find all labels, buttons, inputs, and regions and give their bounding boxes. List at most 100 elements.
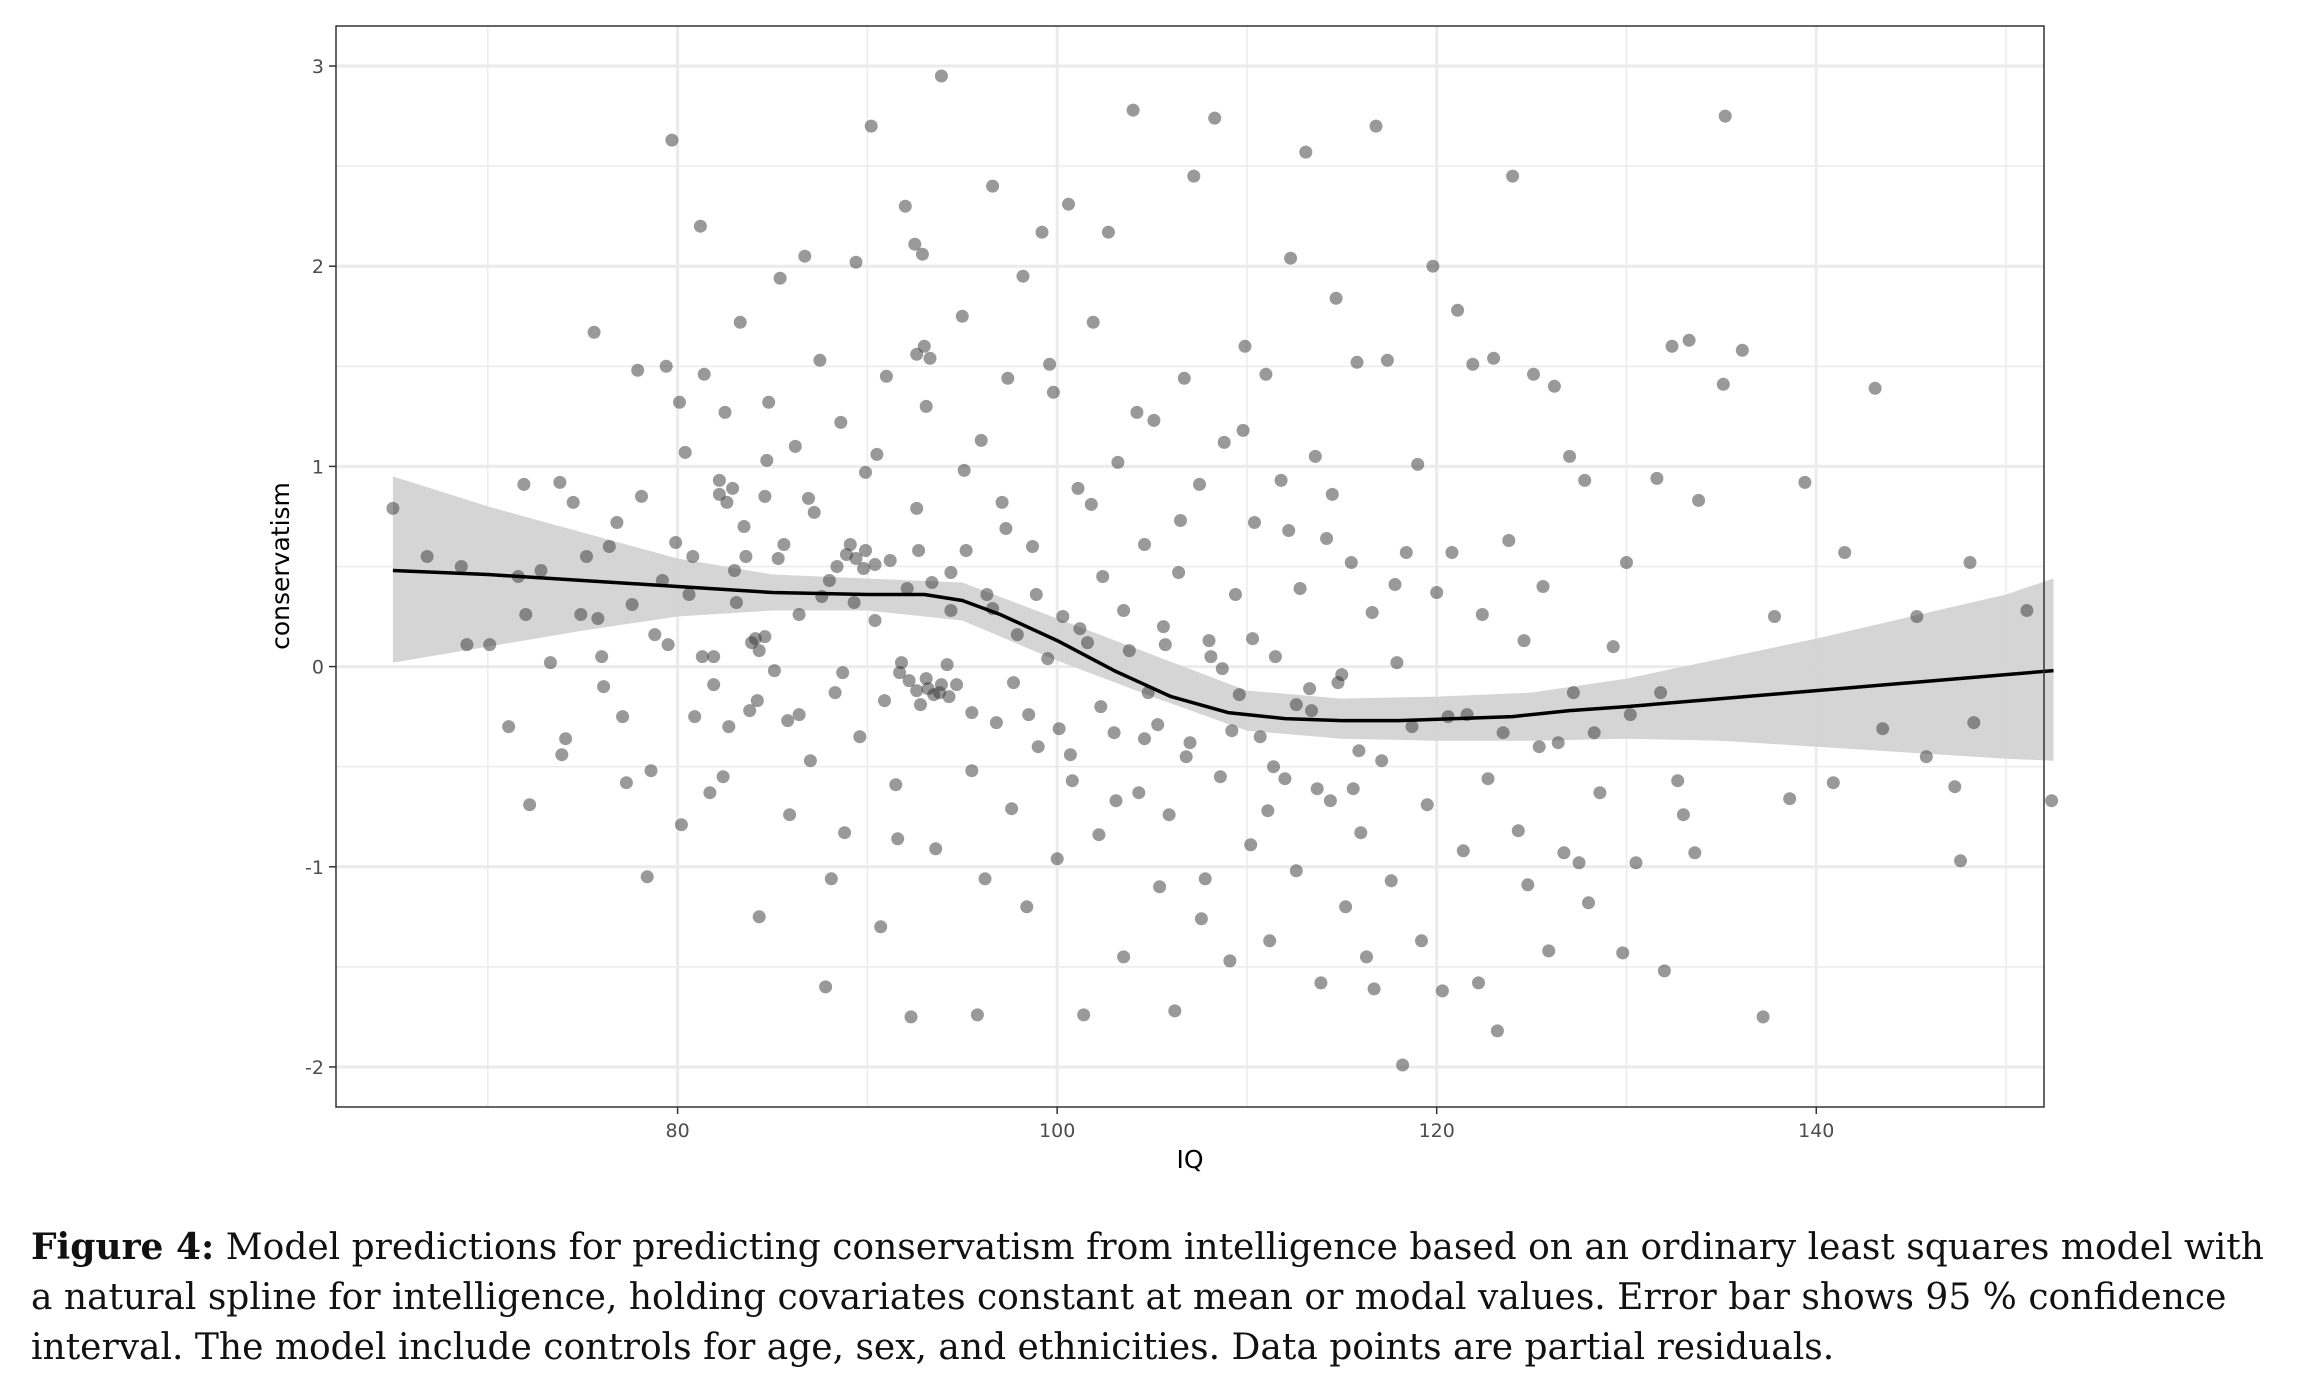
data-point — [1566, 686, 1580, 700]
data-point — [750, 694, 764, 708]
data-point — [1043, 357, 1057, 371]
data-point — [1572, 856, 1586, 870]
data-point — [919, 399, 933, 413]
data-point — [1073, 622, 1087, 636]
data-point — [697, 367, 711, 381]
data-point — [957, 463, 971, 477]
data-point — [602, 540, 616, 553]
data-point — [1405, 720, 1419, 734]
data-point — [912, 544, 926, 557]
data-point — [595, 650, 609, 664]
data-point — [1213, 770, 1227, 784]
data-point — [682, 588, 696, 601]
data-point — [625, 598, 639, 611]
data-point — [864, 119, 878, 133]
data-point — [917, 339, 931, 353]
fit-line-layer — [392, 568, 2054, 723]
data-point — [859, 465, 872, 479]
data-point — [729, 596, 743, 609]
data-point — [834, 415, 848, 429]
data-point — [868, 614, 882, 627]
data-point — [1320, 532, 1334, 545]
data-point — [673, 395, 686, 409]
data-point — [874, 920, 888, 934]
data-point — [752, 644, 766, 658]
data-point — [1274, 473, 1288, 487]
data-point — [1676, 808, 1690, 822]
data-point — [1451, 303, 1465, 317]
data-point — [1046, 385, 1060, 399]
data-point — [1551, 736, 1565, 750]
x-axis-title: IQ — [1176, 1145, 1203, 1174]
x-tick-label: 140 — [1798, 1120, 1834, 1142]
data-point — [1967, 716, 1981, 730]
data-point — [1162, 808, 1176, 822]
data-point — [898, 199, 912, 213]
data-point — [1325, 487, 1339, 501]
data-point — [1156, 620, 1170, 634]
data-point — [879, 369, 893, 383]
data-point — [781, 714, 795, 728]
data-point — [1194, 912, 1208, 926]
data-point — [1056, 610, 1070, 623]
data-point — [773, 271, 787, 285]
scatter-chart: 80 100 120 140 -2 -1 0 1 2 3 IQ conservatism — [266, 25, 2059, 1174]
data-point — [1267, 760, 1280, 774]
data-point — [566, 495, 580, 509]
data-point — [1490, 1024, 1504, 1038]
confidence-band — [392, 476, 2054, 761]
data-point — [989, 716, 1003, 730]
data-point — [1654, 686, 1668, 700]
data-point — [1261, 804, 1275, 818]
data-point — [974, 433, 988, 447]
data-point — [758, 630, 772, 644]
data-point — [1278, 772, 1292, 786]
figure-label: Figure 4: — [31, 1226, 215, 1268]
data-point — [659, 359, 673, 373]
data-point — [1472, 976, 1485, 990]
data-point — [895, 656, 908, 670]
data-point — [929, 842, 943, 856]
data-point — [1031, 740, 1045, 754]
x-tick-label: 80 — [666, 1120, 690, 1142]
data-point — [1248, 516, 1261, 529]
data-point — [1517, 634, 1531, 648]
y-axis-title: conservatism — [266, 482, 295, 650]
data-point — [2020, 604, 2034, 617]
data-point — [1041, 652, 1055, 666]
data-point — [1232, 688, 1246, 702]
data-point — [1299, 145, 1313, 159]
data-point — [1445, 546, 1459, 559]
x-axis-ticks: 80 100 120 140 — [666, 1107, 1834, 1142]
data-point — [1016, 269, 1030, 283]
data-point — [591, 612, 605, 625]
data-point — [1153, 880, 1167, 894]
data-point — [893, 666, 907, 680]
data-point — [1284, 251, 1298, 265]
data-point — [1798, 475, 1812, 489]
data-point — [1244, 838, 1258, 852]
data-point — [674, 818, 688, 832]
data-point — [1282, 524, 1296, 537]
data-point — [454, 560, 468, 573]
data-point — [686, 550, 700, 563]
data-point — [1289, 698, 1303, 712]
data-point — [559, 732, 573, 746]
data-point — [868, 558, 882, 571]
data-point — [1314, 976, 1328, 990]
data-point — [1380, 353, 1394, 367]
data-point — [838, 826, 852, 840]
data-point — [420, 550, 434, 563]
data-point — [1117, 604, 1131, 617]
data-point — [1369, 119, 1383, 133]
x-tick-label: 120 — [1419, 1120, 1455, 1142]
data-point — [1081, 636, 1094, 650]
data-point — [1542, 944, 1556, 958]
data-point — [1876, 722, 1890, 736]
y-tick-label: 2 — [312, 256, 324, 278]
data-point — [1174, 514, 1187, 527]
data-point — [944, 604, 958, 617]
data-point — [1198, 872, 1212, 886]
data-point — [502, 720, 516, 734]
data-point — [1620, 556, 1633, 569]
